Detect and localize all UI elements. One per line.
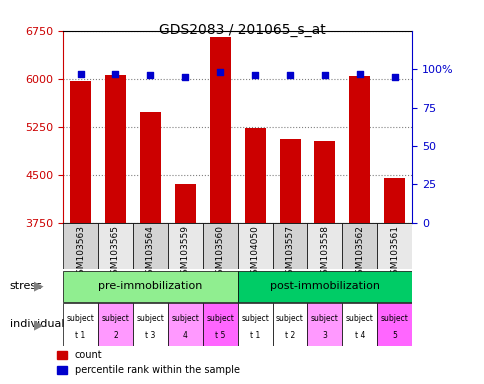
FancyBboxPatch shape <box>63 303 98 346</box>
Bar <box>348 76 370 384</box>
Text: GSM103564: GSM103564 <box>146 225 154 280</box>
Text: pre-immobilization: pre-immobilization <box>98 281 202 291</box>
Text: subject: subject <box>275 314 303 323</box>
Point <box>111 71 119 77</box>
Text: ▶: ▶ <box>34 318 44 331</box>
Point <box>251 72 258 78</box>
Text: subject: subject <box>241 314 269 323</box>
FancyBboxPatch shape <box>342 303 377 346</box>
Bar <box>139 112 161 384</box>
Text: t 4: t 4 <box>354 331 364 339</box>
Text: GSM103557: GSM103557 <box>285 225 294 280</box>
FancyBboxPatch shape <box>202 223 237 269</box>
Text: 2: 2 <box>113 331 118 339</box>
Point <box>146 72 154 78</box>
FancyBboxPatch shape <box>63 223 98 269</box>
Text: t 2: t 2 <box>284 331 295 339</box>
FancyBboxPatch shape <box>133 223 167 269</box>
FancyBboxPatch shape <box>98 303 133 346</box>
Text: t 1: t 1 <box>249 331 260 339</box>
Text: t 1: t 1 <box>75 331 86 339</box>
Point <box>76 71 84 77</box>
Text: subject: subject <box>380 314 408 323</box>
FancyBboxPatch shape <box>98 223 133 269</box>
FancyBboxPatch shape <box>237 303 272 346</box>
Point <box>355 71 363 77</box>
Bar <box>383 178 405 384</box>
Bar <box>314 141 335 384</box>
Text: subject: subject <box>345 314 373 323</box>
Bar <box>174 184 196 384</box>
Bar <box>105 75 126 384</box>
Text: 3: 3 <box>322 331 327 339</box>
Text: GSM103563: GSM103563 <box>76 225 85 280</box>
FancyBboxPatch shape <box>272 223 307 269</box>
Text: subject: subject <box>101 314 129 323</box>
FancyBboxPatch shape <box>237 270 411 302</box>
Text: subject: subject <box>310 314 338 323</box>
FancyBboxPatch shape <box>167 223 202 269</box>
Text: GSM104050: GSM104050 <box>250 225 259 280</box>
Point <box>286 72 293 78</box>
Text: ▶: ▶ <box>34 280 44 293</box>
Text: post-immobilization: post-immobilization <box>270 281 379 291</box>
Text: GSM103565: GSM103565 <box>111 225 120 280</box>
Text: subject: subject <box>206 314 234 323</box>
Text: GSM103559: GSM103559 <box>181 225 189 280</box>
FancyBboxPatch shape <box>133 303 167 346</box>
Text: t 3: t 3 <box>145 331 155 339</box>
Text: GSM103558: GSM103558 <box>320 225 329 280</box>
Point <box>320 72 328 78</box>
FancyBboxPatch shape <box>202 303 237 346</box>
Bar <box>209 37 230 384</box>
Legend: count, percentile rank within the sample: count, percentile rank within the sample <box>53 346 243 379</box>
Text: subject: subject <box>136 314 164 323</box>
Text: individual: individual <box>10 319 64 329</box>
Text: GSM103560: GSM103560 <box>215 225 224 280</box>
FancyBboxPatch shape <box>307 223 342 269</box>
FancyBboxPatch shape <box>377 223 411 269</box>
Text: GSM103561: GSM103561 <box>390 225 398 280</box>
Bar <box>244 128 265 384</box>
Text: 4: 4 <box>182 331 187 339</box>
Text: subject: subject <box>66 314 94 323</box>
Text: 5: 5 <box>392 331 396 339</box>
Text: GDS2083 / 201065_s_at: GDS2083 / 201065_s_at <box>159 23 325 37</box>
FancyBboxPatch shape <box>307 303 342 346</box>
Bar <box>279 139 300 384</box>
FancyBboxPatch shape <box>63 270 237 302</box>
Point <box>181 74 189 80</box>
FancyBboxPatch shape <box>377 303 411 346</box>
Point <box>216 69 224 75</box>
FancyBboxPatch shape <box>342 223 377 269</box>
FancyBboxPatch shape <box>272 303 307 346</box>
Point <box>390 74 398 80</box>
Text: t 5: t 5 <box>214 331 225 339</box>
Text: stress: stress <box>10 281 43 291</box>
Bar <box>70 81 91 384</box>
FancyBboxPatch shape <box>167 303 202 346</box>
FancyBboxPatch shape <box>237 223 272 269</box>
Text: GSM103562: GSM103562 <box>355 225 363 280</box>
Text: subject: subject <box>171 314 199 323</box>
